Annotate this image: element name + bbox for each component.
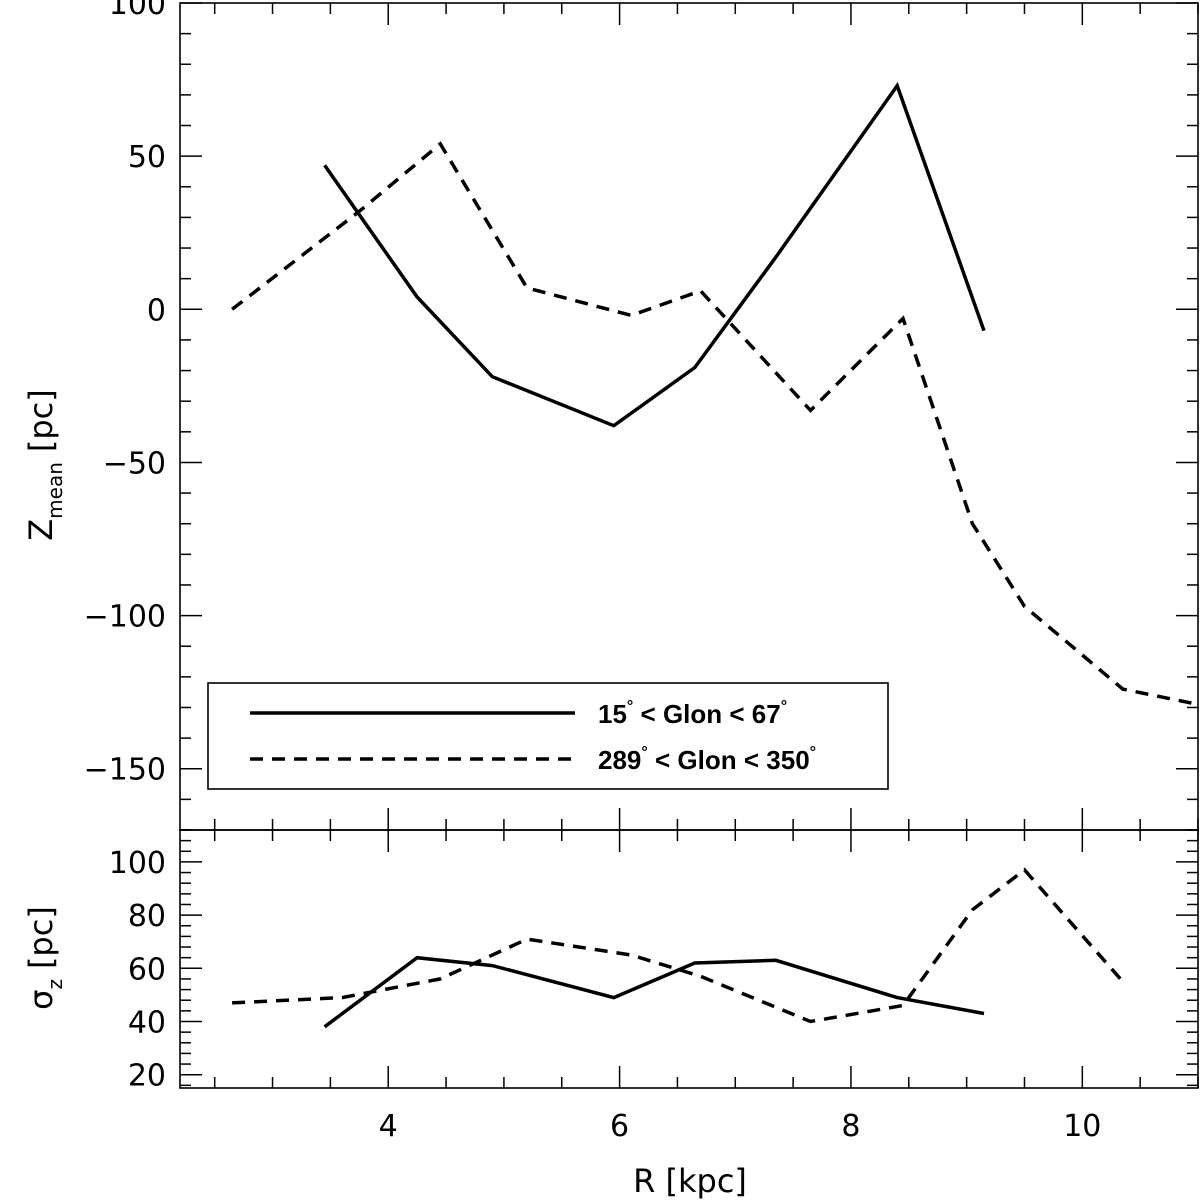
- top-ytick-label: −150: [84, 753, 166, 788]
- bottom-ytick-label: 20: [128, 1059, 166, 1094]
- xtick-label: 4: [379, 1109, 398, 1144]
- top-series-dashed: [231, 141, 1198, 707]
- bottom-ylabel: σz[pc]: [22, 906, 67, 1010]
- bottom-ytick-label: 80: [128, 899, 166, 934]
- xtick-label: 10: [1063, 1109, 1101, 1144]
- top-ylabel: Zmean[pc]: [22, 389, 67, 541]
- bottom-ytick-label: 60: [128, 952, 166, 987]
- legend-label-solid: 15° < Glon < 67°: [598, 698, 787, 729]
- xtick-label: 8: [841, 1109, 860, 1144]
- top-ytick-label: 0: [147, 293, 166, 328]
- svg-text:σz[pc]: σz[pc]: [22, 906, 67, 1010]
- x-axis-title: R [kpc]: [633, 1162, 747, 1200]
- top-series-solid: [323, 81, 986, 428]
- bottom-ytick-label: 100: [109, 846, 166, 881]
- top-ytick-label: 100: [109, 0, 166, 22]
- legend: 15° < Glon < 67° 289° < Glon < 350°: [207, 682, 889, 790]
- bottom-panel: 20 40 60 80 100 4 6 8 10: [109, 829, 1199, 1144]
- legend-label-dashed: 289° < Glon < 350°: [598, 744, 816, 775]
- top-ytick-label: −50: [103, 446, 166, 481]
- top-ytick-label: −100: [84, 600, 166, 635]
- xtick-label: 6: [610, 1109, 629, 1144]
- top-ytick-label: 50: [128, 140, 166, 175]
- bottom-series-solid: [323, 955, 985, 1029]
- svg-text:Zmean[pc]: Zmean[pc]: [22, 389, 67, 541]
- bottom-ytick-label: 40: [128, 1006, 166, 1041]
- bottom-series-dashed: [232, 867, 1125, 1024]
- bottom-frame: [179, 829, 1199, 1089]
- legend-box: [207, 682, 889, 790]
